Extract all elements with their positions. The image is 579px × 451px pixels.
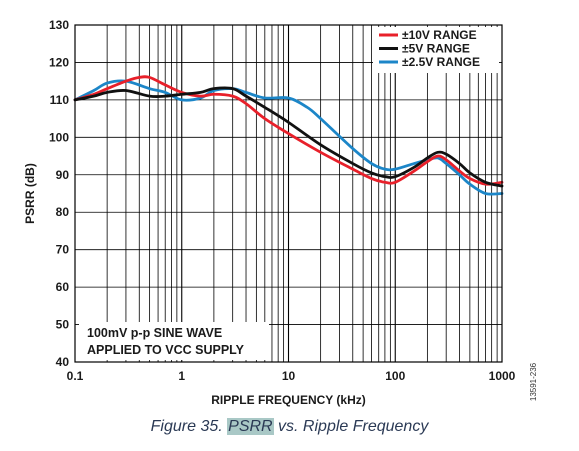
legend: ±10V RANGE±5V RANGE±2.5V RANGE — [373, 27, 499, 73]
y-tick-label: 120 — [49, 55, 69, 69]
y-tick-label: 100 — [49, 130, 69, 144]
y-tick-label: 80 — [56, 205, 70, 219]
figure-caption: Figure 35. PSRR vs. Ripple Frequency — [0, 418, 579, 436]
caption-prefix: Figure 35. — [150, 418, 228, 435]
series-line-5v-range — [73, 86, 504, 188]
x-tick-label: 100 — [385, 369, 405, 383]
figure-code: 13591-236 — [529, 362, 538, 401]
y-tick-labels: 40 50 60 70 80 90 100 110 120 130 — [49, 18, 69, 369]
x-tick-label: 1000 — [489, 369, 516, 383]
series-line-10v-range — [73, 75, 504, 186]
y-tick-label: 40 — [56, 355, 70, 369]
y-tick-label: 70 — [56, 243, 70, 257]
x-axis-label: RIPPLE FREQUENCY (kHz) — [211, 393, 365, 407]
y-tick-label: 90 — [56, 168, 70, 182]
y-tick-label: 60 — [56, 280, 70, 294]
x-tick-labels: 0.1 1 10 100 1000 — [67, 369, 516, 383]
annotation-line-1: 100mV p-p SINE WAVE — [87, 326, 222, 340]
y-tick-label: 130 — [49, 18, 69, 32]
x-tick-label: 10 — [282, 369, 296, 383]
x-tick-label: 1 — [178, 369, 185, 383]
x-tick-label: 0.1 — [67, 369, 84, 383]
y-tick-label: 50 — [56, 318, 70, 332]
annotation-background — [79, 322, 269, 360]
grid-lines — [75, 25, 502, 362]
y-tick-label: 110 — [50, 93, 70, 107]
series-lines — [73, 75, 504, 196]
legend-label: ±10V RANGE — [402, 28, 477, 42]
series-line-2p5v-range — [73, 79, 504, 196]
legend-label: ±5V RANGE — [402, 42, 470, 56]
plot-frame — [74, 24, 503, 363]
annotation-box: 100mV p-p SINE WAVE APPLIED TO VCC SUPPL… — [79, 322, 269, 360]
y-axis-label: PSRR (dB) — [23, 163, 37, 224]
caption-suffix: vs. Ripple Frequency — [273, 418, 429, 435]
caption-highlight: PSRR — [227, 418, 274, 435]
annotation-line-2: APPLIED TO VCC SUPPLY — [87, 343, 245, 357]
legend-label: ±2.5V RANGE — [402, 55, 480, 69]
